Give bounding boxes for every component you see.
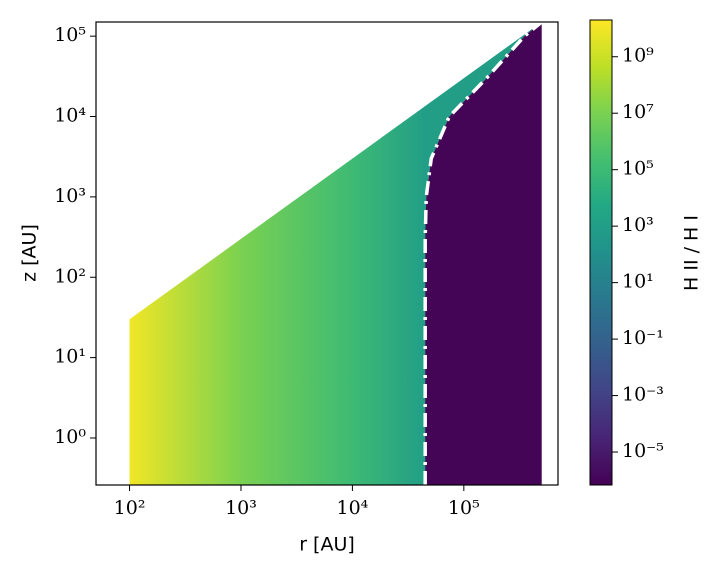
x-axis-label: r [AU] xyxy=(299,534,355,556)
y-tick-label: 10¹ xyxy=(54,346,86,368)
ionization-front xyxy=(423,20,543,485)
colorbar-tick-label: 10³ xyxy=(622,214,654,236)
x-tick-label: 10⁵ xyxy=(448,497,480,519)
colorbar-tick-label: 10⁻¹ xyxy=(622,327,664,349)
neutral-region xyxy=(425,22,542,485)
y-tick-label: 10² xyxy=(54,265,86,287)
heat-cell xyxy=(351,22,426,485)
colorbar-tick-label: 10⁻⁵ xyxy=(622,440,664,462)
x-tick-label: 10² xyxy=(114,497,146,519)
x-tick-label: 10⁴ xyxy=(337,497,369,519)
y-tick-label: 10³ xyxy=(54,185,86,207)
x-tick-label: 10³ xyxy=(225,497,257,519)
y-tick-label: 10⁵ xyxy=(54,24,86,46)
colorbar-tick-label: 10⁻³ xyxy=(622,384,664,406)
colorbar-tick-label: 10¹ xyxy=(622,271,654,293)
colorbar-tick-label: 10⁵ xyxy=(622,158,654,180)
plot-frame xyxy=(95,21,559,486)
y-axis-label: z [AU] xyxy=(19,224,41,282)
y-tick-label: 10⁰ xyxy=(54,426,86,448)
colorbar-label: H II / H I xyxy=(681,215,703,291)
heat-cell xyxy=(240,22,353,485)
colorbar-tick-label: 10⁷ xyxy=(622,101,654,123)
heat-cell xyxy=(129,22,242,485)
colorbar-tick-label: 10⁹ xyxy=(622,45,654,67)
y-tick-label: 10⁴ xyxy=(54,105,86,127)
colorbar xyxy=(589,19,613,486)
